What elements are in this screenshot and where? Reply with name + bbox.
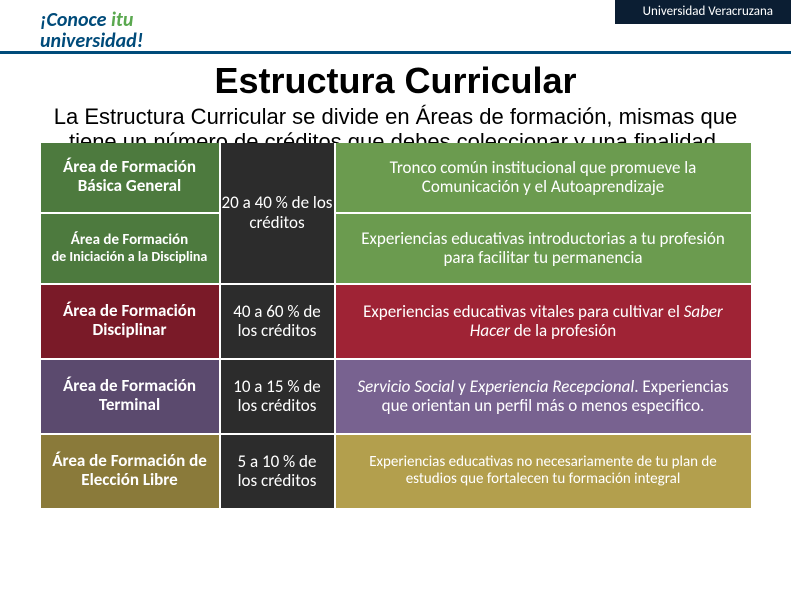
desc-cell-libre: Experiencias educativas no necesariament… — [336, 435, 751, 508]
area-cell-basica: Área de Formación Básica General — [41, 143, 219, 214]
desc-cell-iniciacion: Experiencias educativas introductorias a… — [336, 214, 751, 283]
institution-label: Universidad Veracruzana — [615, 0, 791, 24]
brand-line2: universidad! — [40, 32, 143, 50]
desc-cell-disciplinar: Experiencias educativas vitales para cul… — [336, 285, 751, 358]
desc-terminal-em1: Servicio Social — [357, 376, 454, 397]
page-title: Estructura Curricular — [40, 60, 751, 102]
desc-cell-basica: Tronco común institucional que promueve … — [336, 143, 751, 214]
table-row-disciplinar: Área de Formación Disciplinar 40 a 60 % … — [41, 283, 751, 358]
header-bar: ¡Conoce itu universidad! Universidad Ver… — [0, 0, 791, 54]
area-iniciacion-line2: de Iniciación a la Disciplina — [52, 249, 208, 264]
desc-terminal-mid: y — [454, 376, 469, 397]
credits-cell-4: 5 a 10 % de los créditos — [221, 435, 336, 508]
desc-cell-terminal: Servicio Social y Experiencia Recepciona… — [336, 360, 751, 433]
desc-disciplinar-post: de la profesión — [510, 320, 616, 341]
curricular-table: Área de Formación Básica General Área de… — [41, 143, 751, 508]
table-row-group-1: Área de Formación Básica General Área de… — [41, 143, 751, 283]
credits-cell-2: 40 a 60 % de los créditos — [221, 285, 336, 358]
brand-logo: ¡Conoce itu universidad! — [40, 8, 143, 50]
desc-terminal-em2: Experiencia Recepcional — [470, 376, 635, 397]
area-iniciacion-line1: Área de Formación — [71, 231, 188, 249]
table-row-libre: Área de Formación de Elección Libre 5 a … — [41, 433, 751, 508]
table-row-terminal: Área de Formación Terminal 10 a 15 % de … — [41, 358, 751, 433]
main-content: Estructura Curricular La Estructura Curr… — [0, 54, 791, 508]
credits-cell-1: 20 a 40 % de los créditos — [221, 143, 336, 283]
area-cell-terminal: Área de Formación Terminal — [41, 360, 221, 433]
credits-cell-3: 10 a 15 % de los créditos — [221, 360, 336, 433]
desc-disciplinar-pre: Experiencias educativas vitales para cul… — [363, 301, 684, 322]
area-cell-libre: Área de Formación de Elección Libre — [41, 435, 221, 508]
area-cell-iniciacion: Área de Formación de Iniciación a la Dis… — [41, 214, 219, 283]
area-cell-disciplinar: Área de Formación Disciplinar — [41, 285, 221, 358]
desc-column-group: Tronco común institucional que promueve … — [336, 143, 751, 283]
area-column-group: Área de Formación Básica General Área de… — [41, 143, 221, 283]
